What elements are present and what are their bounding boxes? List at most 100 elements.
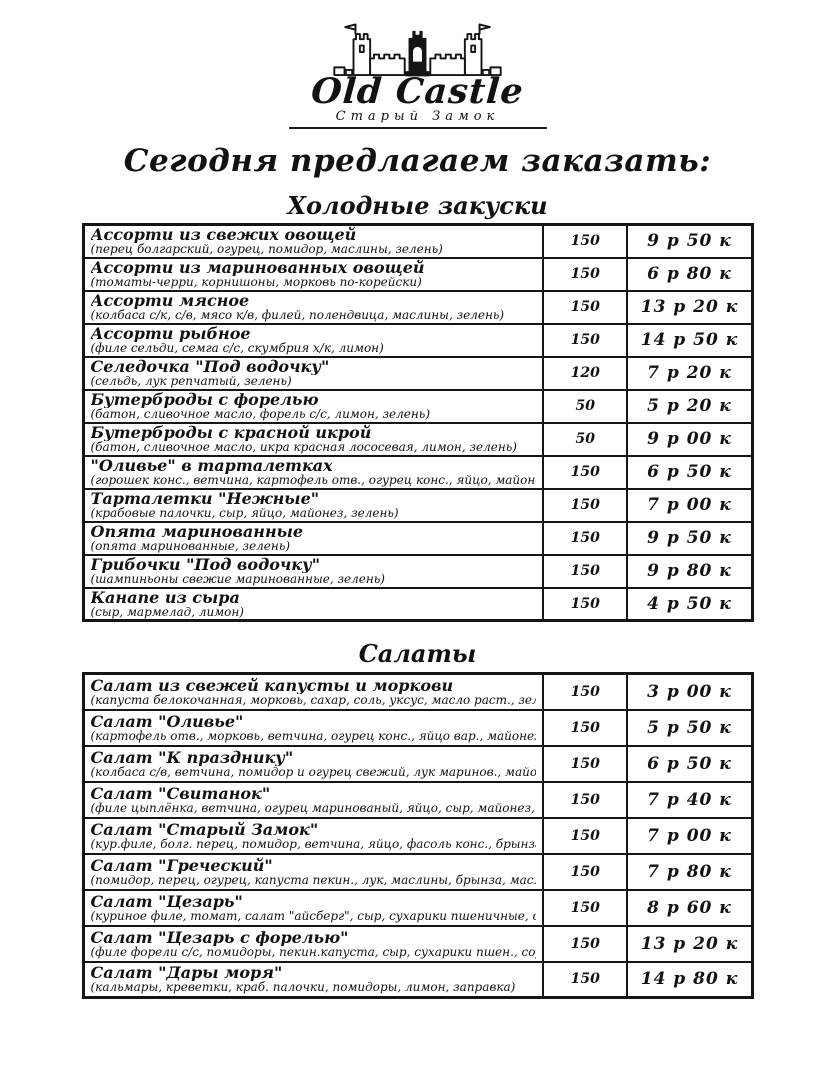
dish-price: 4 р 50 к (626, 586, 753, 622)
dish-description: (кальмары, креветки, краб. палочки, поми… (90, 981, 516, 995)
dish-weight: 50 (542, 388, 629, 424)
menu-row: Салат "Дары моря" (кальмары, креветки, к… (81, 960, 753, 999)
dish-description: (батон, сливочное масло, икра красная ло… (90, 441, 517, 454)
dish-description: (колбаса с/к, с/в, мясо к/в, филей, поле… (90, 309, 505, 322)
dish-cell: Тарталетки "Нежные" (крабовые палочки, с… (81, 487, 545, 523)
dish-weight: 150 (542, 487, 629, 523)
dish-description: (помидор, перец, огурец, капуста пекин.,… (90, 873, 537, 887)
logo-subtitle: Старый Замок (335, 109, 500, 124)
dish-cell: Опята маринованные (опята маринованные, … (81, 520, 545, 556)
dish-name: Ассорти из маринованных овощей (90, 259, 425, 277)
menu-row: Салат "Свитанок" (филе цыплёнка, ветчина… (81, 780, 753, 819)
dish-weight: 150 (542, 708, 629, 747)
dish-weight: 150 (542, 256, 629, 292)
menu-row: Салат "Цезарь" (куриное филе, томат, сал… (81, 888, 753, 927)
dish-name: Салат "Цезарь" (90, 892, 243, 910)
dish-weight: 150 (542, 223, 629, 259)
dish-description: (филе форели с/с, помидоры, пекин.капуст… (90, 945, 537, 959)
dish-price: 8 р 60 к (626, 888, 753, 927)
dish-weight: 150 (542, 816, 629, 855)
restaurant-logo: Old Castle Старый Замок (0, 0, 835, 129)
logo-name: Old Castle (309, 71, 526, 112)
dish-cell: "Оливье" в тарталетках (горошек конс., в… (81, 454, 545, 490)
dish-name: Бутерброды с форелью (90, 391, 319, 409)
dish-name: Канапе из сыра (90, 588, 240, 606)
menu-row: Грибочки "Под водочку" (шампиньоны свежи… (81, 553, 753, 589)
dish-name: Салат "Цезарь с форелью" (90, 928, 349, 946)
dish-price: 13 р 20 к (626, 289, 753, 325)
dish-cell: Салат "К празднику" (колбаса с/в, ветчин… (81, 744, 545, 783)
menu-row: Ассорти мясное (колбаса с/к, с/в, мясо к… (81, 289, 753, 325)
dish-price: 7 р 00 к (626, 816, 753, 855)
dish-cell: Селедочка "Под водочку" (сельдь, лук реп… (81, 355, 545, 391)
dish-description: (перец болгарский, огурец, помидор, масл… (90, 243, 443, 257)
menu-table: Салат из свежей капусты и моркови (капус… (81, 672, 754, 999)
dish-name: "Оливье" в тарталетках (90, 457, 333, 475)
dish-weight: 50 (542, 421, 629, 457)
dish-weight: 150 (542, 520, 629, 556)
menu-row: Ассорти из свежих овощей (перец болгарск… (81, 223, 753, 259)
page-title: Сегодня предлагаем заказать: (123, 143, 712, 179)
dish-description: (куриное филе, томат, салат "айсберг", с… (90, 909, 537, 923)
dish-price: 14 р 50 к (626, 322, 753, 358)
dish-weight: 150 (542, 289, 629, 325)
dish-weight: 150 (542, 780, 629, 819)
menu-row: Канапе из сыра (сыр, мармелад, лимон) 15… (81, 586, 753, 622)
dish-description: (сыр, мармелад, лимон) (90, 605, 244, 619)
dish-description: (колбаса с/в, ветчина, помидор и огурец … (90, 765, 537, 779)
dish-description: (шампиньоны свежие маринованные, зелень) (90, 573, 385, 586)
dish-description: (томаты-черри, корнишоны, морковь по-кор… (90, 276, 422, 289)
menu-row: Салат "Старый Замок" (кур.филе, болг. пе… (81, 816, 753, 855)
menu-row: Бутерброды с форелью (батон, сливочное м… (81, 388, 753, 424)
dish-price: 9 р 50 к (626, 223, 753, 259)
dish-price: 9 р 80 к (626, 553, 753, 589)
dish-name: Салат "Дары моря" (90, 964, 283, 982)
menu-row: Салат "Оливье" (картофель отв., морковь,… (81, 708, 753, 747)
dish-name: Грибочки "Под водочку" (90, 556, 321, 574)
menu-row: Салат из свежей капусты и моркови (капус… (81, 672, 753, 711)
dish-price: 7 р 20 к (626, 355, 753, 391)
dish-cell: Салат "Дары моря" (кальмары, креветки, к… (81, 960, 545, 999)
dish-name: Салат из свежей капусты и моркови (90, 676, 454, 694)
menu-row: Ассорти рыбное (филе сельди, семга с/с, … (81, 322, 753, 358)
dish-price: 5 р 50 к (626, 708, 753, 747)
dish-weight: 150 (542, 553, 629, 589)
dish-cell: Салат "Оливье" (картофель отв., морковь,… (81, 708, 545, 747)
dish-weight: 150 (542, 586, 629, 622)
dish-name: Опята маринованные (90, 523, 304, 541)
dish-weight: 150 (542, 322, 629, 358)
logo-underline (288, 127, 547, 129)
menu-section: Холодные закуски Ассорти из свежих овоще… (0, 191, 835, 622)
menu-row: Опята маринованные (опята маринованные, … (81, 520, 753, 556)
dish-weight: 120 (542, 355, 629, 391)
dish-name: Бутерброды с красной икрой (90, 424, 372, 442)
dish-description: (сельдь, лук репчатый, зелень) (90, 375, 292, 388)
dish-weight: 150 (542, 888, 629, 927)
dish-description: (опята маринованные, зелень) (90, 540, 291, 553)
dish-price: 9 р 00 к (626, 421, 753, 457)
dish-price: 6 р 50 к (626, 744, 753, 783)
menu-row: Ассорти из маринованных овощей (томаты-ч… (81, 256, 753, 292)
dish-cell: Бутерброды с форелью (батон, сливочное м… (81, 388, 545, 424)
dish-description: (филе цыплёнка, ветчина, огурец маринова… (90, 801, 537, 815)
dish-name: Салат "Греческий" (90, 856, 273, 874)
dish-name: Салат "Оливье" (90, 712, 244, 730)
dish-description: (горошек конс., ветчина, картофель отв.,… (90, 474, 537, 487)
dish-name: Ассорти мясное (90, 292, 250, 310)
dish-description: (крабовые палочки, сыр, яйцо, майонез, з… (90, 507, 399, 520)
dish-description: (филе сельди, семга с/с, скумбрия х/к, л… (90, 342, 384, 355)
menu-table: Ассорти из свежих овощей (перец болгарск… (81, 223, 754, 622)
dish-weight: 150 (542, 960, 629, 999)
dish-name: Ассорти рыбное (90, 325, 251, 343)
castle-logo-icon (333, 23, 502, 77)
dish-cell: Салат "Свитанок" (филе цыплёнка, ветчина… (81, 780, 545, 819)
dish-cell: Ассорти из свежих овощей (перец болгарск… (81, 223, 545, 259)
dish-price: 9 р 50 к (626, 520, 753, 556)
dish-cell: Грибочки "Под водочку" (шампиньоны свежи… (81, 553, 545, 589)
menu-row: Салат "Цезарь с форелью" (филе форели с/… (81, 924, 753, 963)
dish-cell: Бутерброды с красной икрой (батон, сливо… (81, 421, 545, 457)
dish-cell: Канапе из сыра (сыр, мармелад, лимон) (81, 586, 545, 622)
dish-name: Ассорти из свежих овощей (90, 226, 357, 244)
dish-price: 5 р 20 к (626, 388, 753, 424)
